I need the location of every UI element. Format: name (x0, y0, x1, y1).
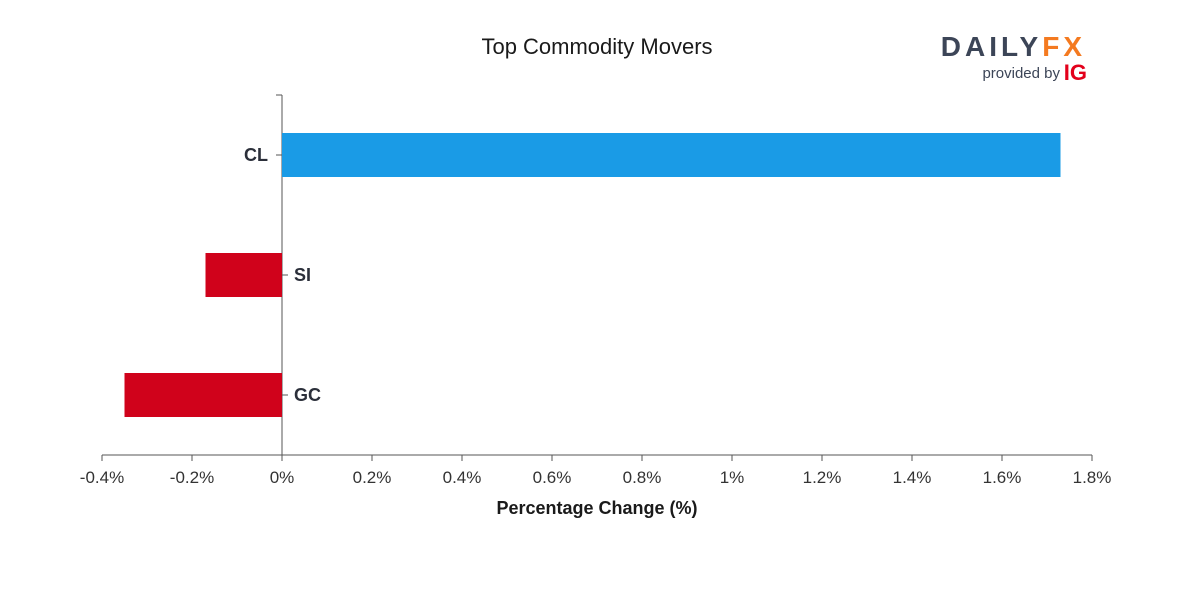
x-tick-label: 0.8% (623, 468, 662, 487)
x-tick-label: -0.2% (170, 468, 214, 487)
x-tick-label: 1.6% (983, 468, 1022, 487)
category-label: CL (244, 145, 268, 165)
logo-fx-text: FX (1042, 31, 1086, 62)
dailyfx-logo: DAILYFX provided by IG (941, 31, 1087, 85)
x-tick-label: 1.8% (1073, 468, 1112, 487)
chart-title: Top Commodity Movers (481, 34, 712, 59)
plot-area: -0.4% -0.2% 0% 0.2% 0.4% 0.6% 0.8% 1% 1.2% 1.4% 1.… (80, 94, 1112, 487)
bar (282, 133, 1061, 177)
x-tick-label: 1.4% (893, 468, 932, 487)
x-tick-label: 0% (270, 468, 295, 487)
provided-by-text: provided by (982, 65, 1060, 82)
x-tick-label: -0.4% (80, 468, 124, 487)
x-tick-label: 1.2% (803, 468, 842, 487)
ig-logo-text: IG (1064, 60, 1087, 85)
x-axis-label: Percentage Change (%) (496, 498, 697, 518)
category-label: GC (294, 385, 321, 405)
bar (205, 253, 282, 297)
x-tick-label: 0.4% (443, 468, 482, 487)
x-tick-label: 0.6% (533, 468, 572, 487)
logo-daily-text: DAILY (941, 31, 1042, 62)
svg-text:DAILYFX: DAILYFX (941, 31, 1086, 62)
x-tick-label: 0.2% (353, 468, 392, 487)
bar (124, 373, 282, 417)
category-label: SI (294, 265, 311, 285)
x-tick-label: 1% (720, 468, 745, 487)
